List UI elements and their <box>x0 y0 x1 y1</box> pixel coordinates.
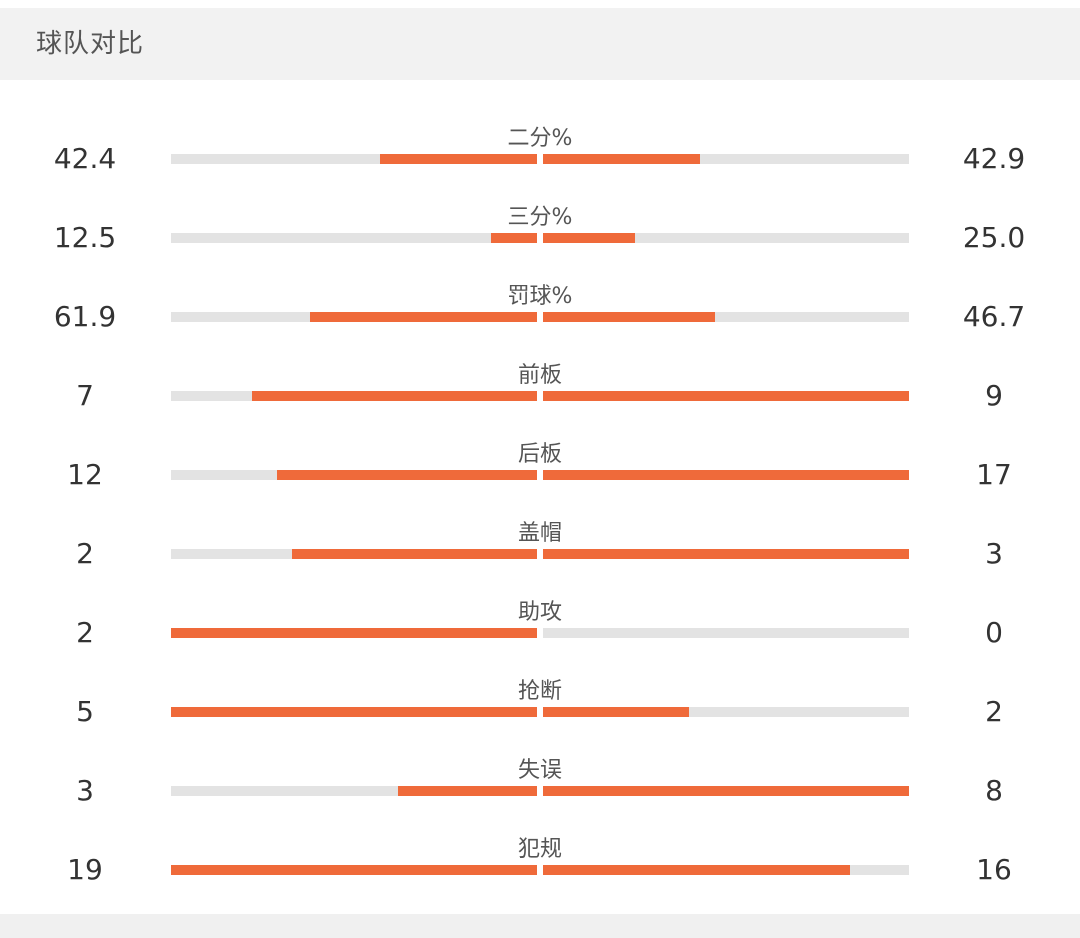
stat-label: 二分% <box>507 126 573 151</box>
stat-row: 抢断 5 2 <box>0 669 1080 748</box>
home-bar-track <box>171 233 537 243</box>
stat-label: 三分% <box>507 205 573 230</box>
home-bar-fill <box>397 786 537 796</box>
away-bar-track <box>543 470 909 480</box>
away-value: 25.0 <box>962 221 1026 254</box>
stat-row: 前板 7 9 <box>0 353 1080 432</box>
away-bar-track <box>543 312 909 322</box>
home-value: 5 <box>76 695 94 728</box>
home-bar-track <box>171 707 537 717</box>
away-bar-fill <box>543 786 909 796</box>
home-bar-fill <box>379 154 537 164</box>
away-value: 17 <box>976 458 1012 491</box>
away-bar-track <box>543 391 909 401</box>
away-bar-track <box>543 865 909 875</box>
home-value: 42.4 <box>53 142 117 175</box>
home-bar-track <box>171 549 537 559</box>
away-bar-track <box>543 628 909 638</box>
stat-row: 罚球% 61.9 46.7 <box>0 274 1080 353</box>
home-bar-track <box>171 154 537 164</box>
home-bar-fill <box>277 470 537 480</box>
away-bar-fill <box>543 470 909 480</box>
home-value: 19 <box>67 853 103 886</box>
home-value: 2 <box>76 537 94 570</box>
stat-label: 犯规 <box>517 837 562 862</box>
stat-row: 二分% 42.4 42.9 <box>0 116 1080 195</box>
away-value: 2 <box>985 695 1003 728</box>
home-bar-fill <box>310 312 537 322</box>
away-bar-fill <box>543 391 909 401</box>
away-value: 9 <box>985 379 1003 412</box>
home-bar-track <box>171 470 537 480</box>
home-value: 2 <box>76 616 94 649</box>
stat-label: 助攻 <box>517 600 562 625</box>
away-bar-track <box>543 786 909 796</box>
home-bar-fill <box>291 549 537 559</box>
stat-row: 失误 3 8 <box>0 748 1080 827</box>
panel-header: 球队对比 <box>0 8 1080 80</box>
away-value: 16 <box>976 853 1012 886</box>
stat-label: 抢断 <box>517 679 562 704</box>
stat-row: 三分% 12.5 25.0 <box>0 195 1080 274</box>
away-bar-fill <box>543 154 701 164</box>
away-bar-track <box>543 154 909 164</box>
home-bar-fill <box>171 865 537 875</box>
away-value: 3 <box>985 537 1003 570</box>
home-bar-fill <box>171 628 537 638</box>
away-value: 0 <box>985 616 1003 649</box>
home-value: 12.5 <box>53 221 117 254</box>
stat-row: 助攻 2 0 <box>0 590 1080 669</box>
panel-title: 球队对比 <box>36 29 145 59</box>
home-value: 7 <box>76 379 94 412</box>
home-bar-track <box>171 786 537 796</box>
away-bar-fill <box>543 233 635 243</box>
home-bar-fill <box>251 391 537 401</box>
away-bar-track <box>543 233 909 243</box>
home-value: 12 <box>67 458 103 491</box>
stat-label: 前板 <box>517 363 562 388</box>
stat-label: 失误 <box>517 758 562 783</box>
home-bar-track <box>171 865 537 875</box>
home-bar-track <box>171 628 537 638</box>
away-bar-fill <box>543 312 716 322</box>
stat-label: 盖帽 <box>517 521 562 546</box>
away-value: 46.7 <box>962 300 1026 333</box>
team-comparison-panel: 球队对比 二分% 42.4 42.9 三分% 12.5 25.0 罚球% 61.9 46.7 前板… <box>0 0 1080 914</box>
away-bar-track <box>543 549 909 559</box>
stat-label: 罚球% <box>507 284 573 309</box>
away-bar-fill <box>543 865 851 875</box>
stat-row: 后板 12 17 <box>0 432 1080 511</box>
home-bar-fill <box>171 707 537 717</box>
away-value: 8 <box>985 774 1003 807</box>
home-bar-track <box>171 312 537 322</box>
away-value: 42.9 <box>962 142 1026 175</box>
stat-label: 后板 <box>517 442 562 467</box>
stat-row: 犯规 19 16 <box>0 827 1080 906</box>
home-value: 3 <box>76 774 94 807</box>
away-bar-track <box>543 707 909 717</box>
home-bar-track <box>171 391 537 401</box>
away-bar-fill <box>543 707 690 717</box>
home-bar-fill <box>491 233 537 243</box>
away-bar-fill <box>543 549 909 559</box>
home-value: 61.9 <box>53 300 117 333</box>
stat-row: 盖帽 2 3 <box>0 511 1080 590</box>
